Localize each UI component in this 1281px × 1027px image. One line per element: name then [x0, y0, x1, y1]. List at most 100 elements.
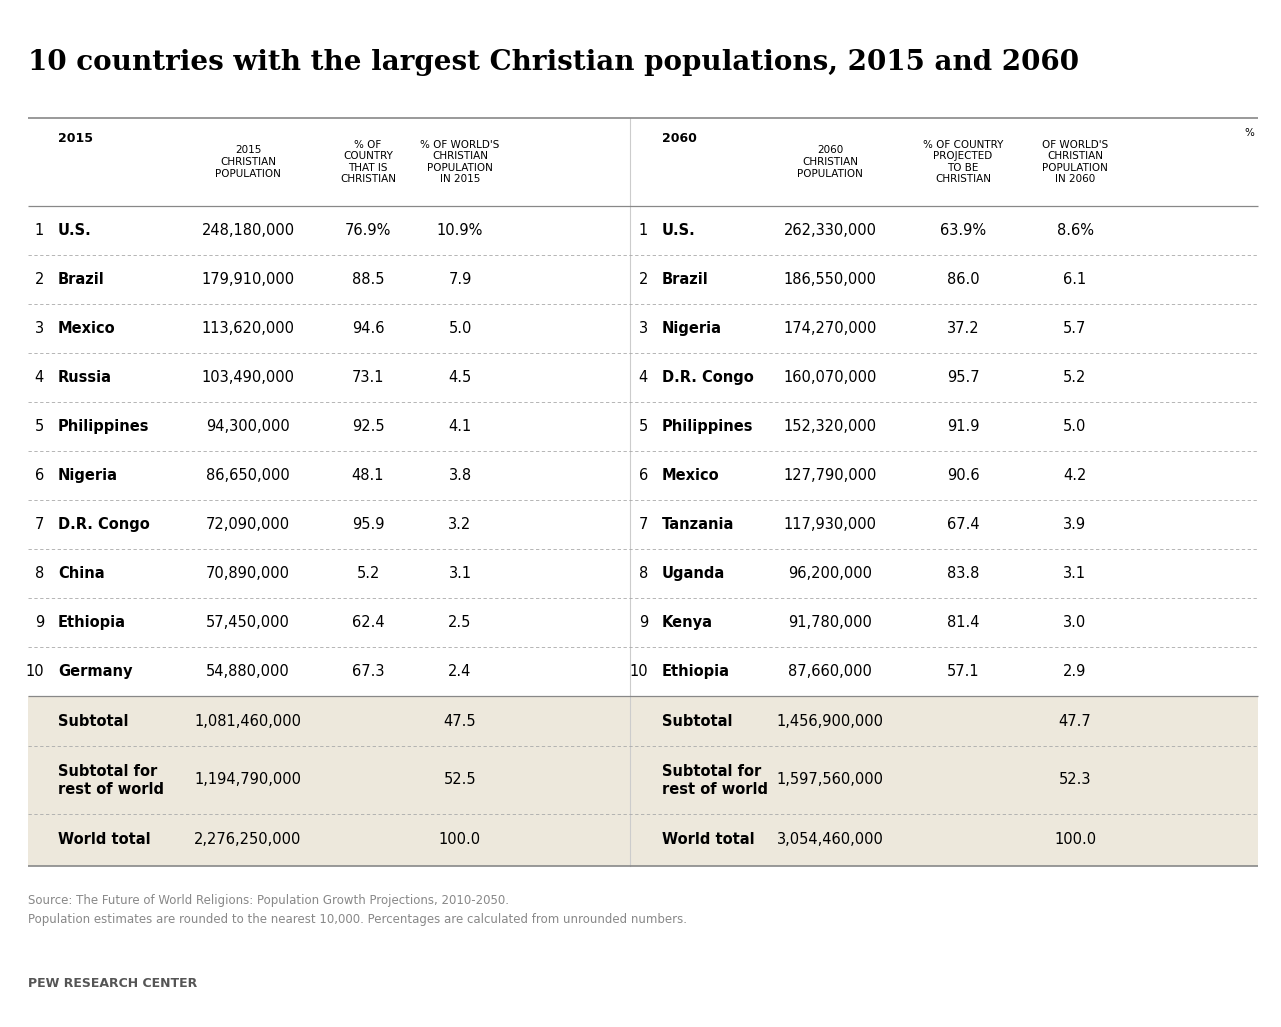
Text: 186,550,000: 186,550,000: [784, 272, 876, 287]
Text: China: China: [58, 566, 105, 581]
Text: 95.7: 95.7: [947, 370, 979, 385]
Text: % OF COUNTRY
PROJECTED
TO BE
CHRISTIAN: % OF COUNTRY PROJECTED TO BE CHRISTIAN: [922, 140, 1003, 185]
Text: 5.0: 5.0: [1063, 419, 1086, 434]
Text: 94,300,000: 94,300,000: [206, 419, 290, 434]
Text: 6: 6: [639, 468, 648, 483]
Text: Subtotal for: Subtotal for: [662, 764, 761, 779]
Text: Russia: Russia: [58, 370, 111, 385]
Text: U.S.: U.S.: [662, 223, 696, 238]
Text: 152,320,000: 152,320,000: [784, 419, 876, 434]
Text: Subtotal: Subtotal: [58, 714, 128, 728]
Text: Kenya: Kenya: [662, 615, 714, 630]
Text: 1: 1: [35, 223, 44, 238]
Text: 37.2: 37.2: [947, 321, 979, 336]
Text: 100.0: 100.0: [439, 833, 482, 847]
Text: Ethiopia: Ethiopia: [662, 664, 730, 679]
Text: 5: 5: [35, 419, 44, 434]
Text: 2060
CHRISTIAN
POPULATION: 2060 CHRISTIAN POPULATION: [797, 146, 863, 179]
Text: 4.2: 4.2: [1063, 468, 1086, 483]
Text: 103,490,000: 103,490,000: [201, 370, 295, 385]
Text: 95.9: 95.9: [352, 517, 384, 532]
Text: 52.3: 52.3: [1059, 772, 1091, 788]
Text: 5.2: 5.2: [1063, 370, 1086, 385]
Text: 7: 7: [639, 517, 648, 532]
Text: Philippines: Philippines: [58, 419, 150, 434]
Text: 62.4: 62.4: [352, 615, 384, 630]
Text: 160,070,000: 160,070,000: [783, 370, 876, 385]
Text: 3.9: 3.9: [1063, 517, 1086, 532]
Text: 2.5: 2.5: [448, 615, 471, 630]
Text: 73.1: 73.1: [352, 370, 384, 385]
Text: 92.5: 92.5: [352, 419, 384, 434]
Text: 1,194,790,000: 1,194,790,000: [195, 772, 301, 788]
Text: 70,890,000: 70,890,000: [206, 566, 290, 581]
Text: 174,270,000: 174,270,000: [783, 321, 876, 336]
Text: 94.6: 94.6: [352, 321, 384, 336]
Text: Philippines: Philippines: [662, 419, 753, 434]
Text: Uganda: Uganda: [662, 566, 725, 581]
Text: Tanzania: Tanzania: [662, 517, 734, 532]
Text: 7.9: 7.9: [448, 272, 471, 287]
Text: Brazil: Brazil: [662, 272, 708, 287]
Text: 1,597,560,000: 1,597,560,000: [776, 772, 884, 788]
Text: 2: 2: [35, 272, 44, 287]
Text: 2015: 2015: [58, 132, 94, 145]
Text: 100.0: 100.0: [1054, 833, 1097, 847]
Text: 9: 9: [639, 615, 648, 630]
Text: 47.7: 47.7: [1058, 714, 1091, 728]
Text: 90.6: 90.6: [947, 468, 979, 483]
Text: 76.9%: 76.9%: [345, 223, 391, 238]
Text: D.R. Congo: D.R. Congo: [58, 517, 150, 532]
Text: 8: 8: [639, 566, 648, 581]
Text: 127,790,000: 127,790,000: [783, 468, 876, 483]
Text: rest of world: rest of world: [58, 783, 164, 798]
Text: 5: 5: [639, 419, 648, 434]
Text: Germany: Germany: [58, 664, 132, 679]
Text: 2015
CHRISTIAN
POPULATION: 2015 CHRISTIAN POPULATION: [215, 146, 281, 179]
Text: 3.1: 3.1: [1063, 566, 1086, 581]
Text: 2.9: 2.9: [1063, 664, 1086, 679]
Text: 2060: 2060: [662, 132, 697, 145]
Text: 179,910,000: 179,910,000: [201, 272, 295, 287]
Text: 2.4: 2.4: [448, 664, 471, 679]
Text: 54,880,000: 54,880,000: [206, 664, 290, 679]
Text: 4.5: 4.5: [448, 370, 471, 385]
Text: 4.1: 4.1: [448, 419, 471, 434]
Text: 4: 4: [35, 370, 44, 385]
Text: OF WORLD'S
CHRISTIAN
POPULATION
IN 2060: OF WORLD'S CHRISTIAN POPULATION IN 2060: [1041, 140, 1108, 185]
Text: 5.0: 5.0: [448, 321, 471, 336]
Text: 91.9: 91.9: [947, 419, 979, 434]
Text: 86.0: 86.0: [947, 272, 979, 287]
Text: 57,450,000: 57,450,000: [206, 615, 290, 630]
Text: Nigeria: Nigeria: [58, 468, 118, 483]
Text: World total: World total: [662, 833, 755, 847]
Text: 113,620,000: 113,620,000: [201, 321, 295, 336]
Text: Subtotal: Subtotal: [662, 714, 733, 728]
Text: Brazil: Brazil: [58, 272, 105, 287]
Text: 9: 9: [35, 615, 44, 630]
Text: 6.1: 6.1: [1063, 272, 1086, 287]
Text: 8: 8: [35, 566, 44, 581]
Text: 5.2: 5.2: [356, 566, 379, 581]
Text: 91,780,000: 91,780,000: [788, 615, 872, 630]
Text: 8.6%: 8.6%: [1057, 223, 1094, 238]
Text: 10: 10: [629, 664, 648, 679]
Text: 3.1: 3.1: [448, 566, 471, 581]
Text: Ethiopia: Ethiopia: [58, 615, 126, 630]
Text: 6: 6: [35, 468, 44, 483]
Text: Mexico: Mexico: [662, 468, 720, 483]
Text: %: %: [1244, 128, 1254, 138]
Text: Subtotal for: Subtotal for: [58, 764, 158, 779]
Text: % OF WORLD'S
CHRISTIAN
POPULATION
IN 2015: % OF WORLD'S CHRISTIAN POPULATION IN 201…: [420, 140, 500, 185]
Text: 1,081,460,000: 1,081,460,000: [195, 714, 301, 728]
Text: 248,180,000: 248,180,000: [201, 223, 295, 238]
Text: 47.5: 47.5: [443, 714, 477, 728]
Text: 48.1: 48.1: [352, 468, 384, 483]
Text: 63.9%: 63.9%: [940, 223, 986, 238]
Text: 96,200,000: 96,200,000: [788, 566, 872, 581]
Bar: [28, 696, 1258, 866]
Text: 2: 2: [639, 272, 648, 287]
Text: PEW RESEARCH CENTER: PEW RESEARCH CENTER: [28, 977, 197, 990]
Bar: [28, 118, 1258, 696]
Text: 10: 10: [26, 664, 44, 679]
